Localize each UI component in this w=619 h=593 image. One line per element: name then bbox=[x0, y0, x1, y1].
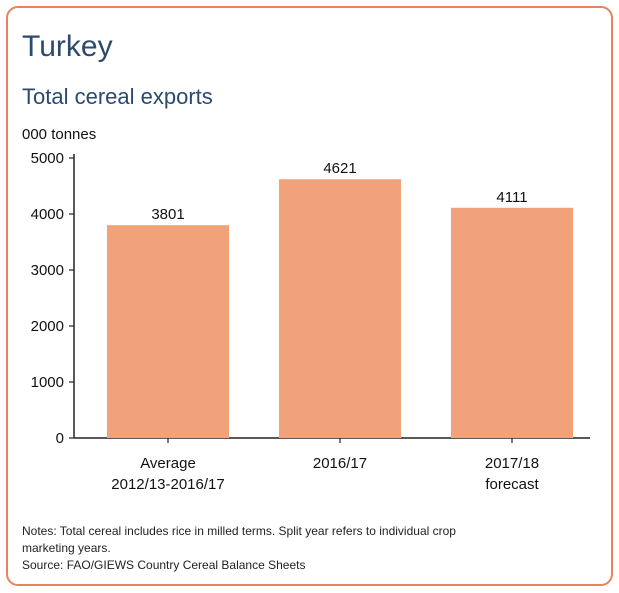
notes-line-1: Notes: Total cereal includes rice in mil… bbox=[22, 524, 456, 538]
source-line: Source: FAO/GIEWS Country Cereal Balance… bbox=[22, 558, 306, 572]
y-tick-label: 4000 bbox=[31, 206, 64, 223]
bar bbox=[279, 179, 401, 438]
x-tick-label: Average bbox=[140, 455, 196, 472]
x-tick-label: 2016/17 bbox=[313, 455, 367, 472]
data-label: 4111 bbox=[496, 189, 527, 206]
y-axis-unit-label: 000 tonnes bbox=[22, 126, 97, 143]
chart-subtitle: Total cereal exports bbox=[22, 84, 213, 109]
x-tick-label: 2012/13-2016/17 bbox=[111, 476, 224, 493]
chart-title: Turkey bbox=[22, 30, 113, 63]
y-tick-label: 5000 bbox=[31, 150, 64, 167]
chart-notes: Notes: Total cereal includes rice in mil… bbox=[22, 523, 582, 574]
y-tick-label: 0 bbox=[56, 430, 64, 447]
bar bbox=[107, 225, 229, 438]
x-tick-label: forecast bbox=[485, 476, 539, 493]
y-tick-label: 3000 bbox=[31, 262, 64, 279]
data-label: 3801 bbox=[151, 206, 184, 223]
x-tick-label: 2017/18 bbox=[485, 455, 539, 472]
bar bbox=[451, 207, 573, 438]
notes-line-2: marketing years. bbox=[22, 541, 111, 555]
y-tick-label: 1000 bbox=[31, 374, 64, 391]
y-tick-label: 2000 bbox=[31, 318, 64, 335]
data-label: 4621 bbox=[323, 160, 356, 177]
